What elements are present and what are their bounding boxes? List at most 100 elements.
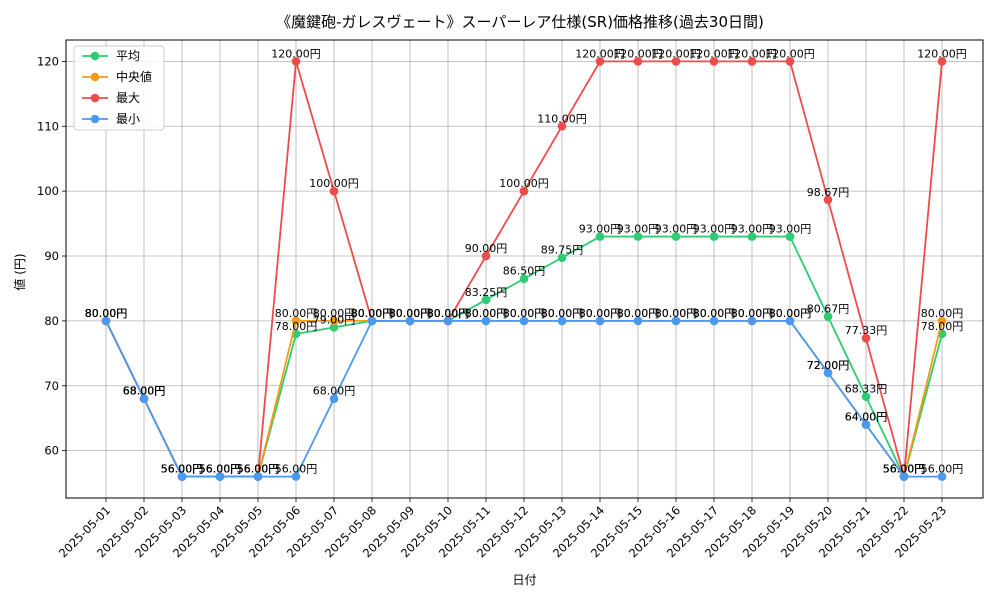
data-point bbox=[861, 392, 871, 401]
data-label: 80.00円 bbox=[351, 307, 394, 320]
y-axis-label: 値 (円) bbox=[12, 253, 27, 290]
legend-marker bbox=[90, 51, 100, 61]
data-label: 80.00円 bbox=[921, 307, 964, 320]
data-label: 120.00円 bbox=[651, 47, 701, 60]
plot-frame bbox=[65, 39, 984, 499]
data-point bbox=[481, 295, 491, 305]
y-tick-label: 80 bbox=[44, 314, 59, 328]
data-label: 120.00円 bbox=[271, 47, 321, 60]
data-label: 56.00円 bbox=[883, 463, 926, 476]
series-layer bbox=[101, 57, 947, 481]
data-label: 80.00円 bbox=[427, 307, 470, 320]
data-label: 80.00円 bbox=[427, 307, 470, 320]
data-point bbox=[747, 57, 757, 66]
data-label: 80.00円 bbox=[579, 307, 622, 320]
data-point bbox=[557, 316, 567, 326]
data-label: 80.00円 bbox=[731, 307, 774, 320]
data-label: 80.00円 bbox=[85, 307, 128, 320]
y-tick-label: 90 bbox=[44, 249, 59, 263]
data-point bbox=[291, 316, 301, 326]
data-point bbox=[937, 472, 947, 481]
data-point bbox=[633, 232, 643, 241]
data-label: 56.00円 bbox=[237, 463, 280, 476]
legend-marker bbox=[90, 114, 100, 124]
chart-title: 《魔鍵砲-ガレスヴェート》スーパーレア仕様(SR)価格推移(過去30日間) bbox=[276, 13, 764, 31]
data-label: 56.00円 bbox=[883, 463, 926, 476]
data-label: 56.00円 bbox=[237, 463, 280, 476]
data-point bbox=[633, 57, 643, 66]
data-point bbox=[481, 251, 491, 261]
data-point bbox=[481, 316, 491, 326]
data-point bbox=[937, 316, 947, 326]
legend-box bbox=[73, 45, 165, 131]
data-label: 80.00円 bbox=[693, 307, 736, 320]
data-label: 80.00円 bbox=[617, 307, 660, 320]
data-label: 93.00円 bbox=[655, 223, 698, 236]
data-point bbox=[595, 316, 605, 326]
data-label: 80.00円 bbox=[769, 307, 812, 320]
data-point bbox=[899, 472, 909, 481]
data-label: 64.00円 bbox=[845, 411, 888, 424]
data-label: 80.00円 bbox=[351, 307, 394, 320]
data-label: 56.00円 bbox=[275, 463, 318, 476]
data-point bbox=[557, 253, 567, 262]
data-label: 89.75円 bbox=[541, 244, 584, 257]
data-label: 68.00円 bbox=[123, 385, 166, 398]
legend-label: 平均 bbox=[116, 49, 140, 63]
data-label: 68.00円 bbox=[123, 385, 166, 398]
data-label: 100.00円 bbox=[499, 177, 549, 190]
data-label: 80.00円 bbox=[351, 307, 394, 320]
data-point bbox=[101, 316, 111, 326]
data-point bbox=[595, 232, 605, 241]
data-point bbox=[671, 316, 681, 326]
data-label: 78.00円 bbox=[275, 320, 318, 333]
data-point bbox=[405, 316, 415, 326]
data-label: 56.00円 bbox=[199, 463, 242, 476]
data-point bbox=[519, 186, 529, 196]
data-label: 80.00円 bbox=[313, 307, 356, 320]
data-label: 80.00円 bbox=[617, 307, 660, 320]
data-label: 68.00円 bbox=[123, 385, 166, 398]
data-label: 80.00円 bbox=[275, 307, 318, 320]
data-point bbox=[709, 57, 719, 66]
data-point bbox=[709, 232, 719, 241]
data-point bbox=[215, 472, 225, 481]
y-tick-label: 110 bbox=[37, 119, 59, 133]
data-label: 93.00円 bbox=[617, 223, 660, 236]
legend-label: 最大 bbox=[116, 91, 140, 105]
data-label: 120.00円 bbox=[917, 47, 967, 60]
data-point bbox=[671, 57, 681, 66]
data-label: 80.00円 bbox=[351, 307, 394, 320]
data-label: 120.00円 bbox=[727, 47, 777, 60]
data-point bbox=[329, 186, 339, 196]
data-label: 72.00円 bbox=[807, 359, 850, 372]
data-label: 80.00円 bbox=[731, 307, 774, 320]
data-label: 80.00円 bbox=[769, 307, 812, 320]
data-label: 80.00円 bbox=[389, 307, 432, 320]
data-label: 56.00円 bbox=[237, 463, 280, 476]
data-point bbox=[291, 472, 301, 481]
data-label: 79.00円 bbox=[313, 313, 356, 326]
data-label: 56.00円 bbox=[161, 463, 204, 476]
data-label: 80.00円 bbox=[389, 307, 432, 320]
data-label: 98.67円 bbox=[807, 186, 850, 199]
data-point bbox=[177, 472, 187, 481]
data-labels: 80.00円68.00円56.00円56.00円56.00円78.00円79.0… bbox=[85, 47, 967, 475]
data-label: 68.33円 bbox=[845, 383, 888, 396]
data-label: 56.00円 bbox=[199, 463, 242, 476]
data-label: 100.00円 bbox=[309, 177, 359, 190]
data-point bbox=[823, 312, 833, 321]
axes: 2025-05-012025-05-022025-05-032025-05-04… bbox=[37, 39, 984, 560]
data-label: 80.00円 bbox=[503, 307, 546, 320]
data-label: 56.00円 bbox=[883, 463, 926, 476]
data-point bbox=[443, 316, 453, 326]
data-label: 110.00円 bbox=[537, 112, 587, 125]
data-label: 80.67円 bbox=[807, 303, 850, 316]
data-label: 80.00円 bbox=[541, 307, 584, 320]
data-label: 120.00円 bbox=[613, 47, 663, 60]
data-point bbox=[291, 57, 301, 66]
data-label: 80.00円 bbox=[427, 307, 470, 320]
data-point bbox=[785, 232, 795, 241]
